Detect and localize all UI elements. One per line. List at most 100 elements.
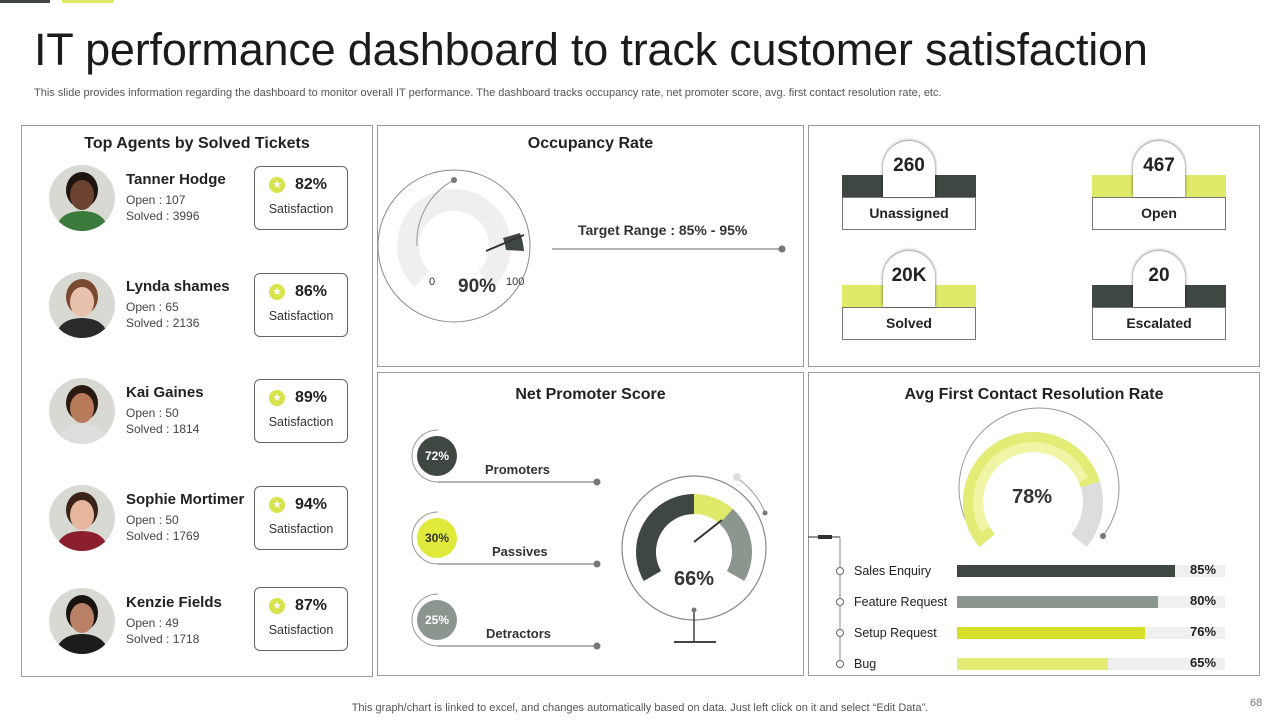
- star-icon: ★: [269, 284, 285, 300]
- nps-item-label: Detractors: [486, 626, 552, 641]
- agent-solved-count: Solved : 1769: [126, 529, 200, 543]
- target-line-end: [778, 245, 786, 253]
- satisfaction-percent: 89%: [295, 389, 328, 406]
- nps-segment-detractors: [636, 494, 694, 581]
- satisfaction-label: Satisfaction: [268, 415, 334, 429]
- stat-label: Unassigned: [842, 197, 976, 230]
- fcr-bar-label: Sales Enquiry: [854, 564, 932, 578]
- agent-solved-count: Solved : 1718: [126, 632, 200, 646]
- stat-label: Escalated: [1092, 307, 1226, 340]
- avatar-photo: [49, 165, 115, 231]
- agent-name: Kai Gaines: [126, 384, 204, 401]
- agent-avatar: [49, 485, 115, 551]
- occupancy-min-label: 0: [429, 276, 436, 288]
- agent-avatar: [49, 588, 115, 654]
- fcr-bar-percent: 65%: [1190, 655, 1217, 670]
- nps-needle: [693, 519, 723, 543]
- star-icon: ★: [269, 598, 285, 614]
- satisfaction-percent: 94%: [295, 496, 328, 513]
- gauge-pointer-dot: [451, 177, 457, 183]
- fcr-bar-label: Setup Request: [854, 626, 937, 640]
- agent-card: Kenzie Fields Open : 49 Solved : 1718 ★ 87% S…: [22, 587, 372, 668]
- nps-percent-badge: 72%: [417, 436, 457, 476]
- nps-item-line-end: [593, 560, 601, 568]
- agent-card: Kai Gaines Open : 50 Solved : 1814 ★ 89% Sati…: [22, 378, 372, 458]
- stat-card: Escalated 20: [1092, 251, 1226, 343]
- fcr-bar-marker: [836, 598, 844, 606]
- occupancy-max-label: 100: [506, 276, 525, 288]
- fcr-bar-percent: 85%: [1190, 562, 1217, 577]
- agent-solved-count: Solved : 1814: [126, 422, 200, 436]
- fcr-bar-fill: [957, 627, 1145, 639]
- avatar-photo: [49, 378, 115, 444]
- fcr-gauge-highlight: [972, 441, 1089, 532]
- agent-solved-count: Solved : 2136: [126, 316, 200, 330]
- fcr-value: 78%: [1012, 486, 1053, 508]
- satisfaction-percent: 82%: [295, 176, 328, 193]
- agent-name: Sophie Mortimer: [126, 491, 245, 508]
- nps-item-arc: [411, 511, 439, 565]
- fcr-bar-percent: 76%: [1190, 624, 1217, 639]
- stat-card: Open 467: [1092, 141, 1226, 233]
- nps-stand-dot: [691, 607, 697, 613]
- page-subtitle: This slide provides information regardin…: [34, 87, 942, 99]
- satisfaction-card: ★ 86% Satisfaction: [254, 273, 348, 337]
- agent-open-count: Open : 50: [126, 513, 179, 527]
- star-icon: ★: [269, 390, 285, 406]
- satisfaction-percent: 87%: [295, 597, 328, 614]
- satisfaction-card: ★ 89% Satisfaction: [254, 379, 348, 443]
- fcr-outline-end-right: [1100, 533, 1106, 539]
- agent-card: Lynda shames Open : 65 Solved : 2136 ★ 86% Sa…: [22, 272, 372, 352]
- gauge-outline: [378, 169, 531, 323]
- nps-segment-promoters: [719, 508, 753, 581]
- satisfaction-label: Satisfaction: [268, 202, 334, 216]
- satisfaction-card: ★ 87% Satisfaction: [254, 587, 348, 651]
- fcr-bar-fill: [957, 565, 1175, 577]
- nps-title: Net Promoter Score: [515, 386, 666, 403]
- agent-solved-count: Solved : 3996: [126, 209, 200, 223]
- gauge-needle: [485, 234, 525, 252]
- fcr-bar-fill: [957, 596, 1158, 608]
- agent-open-count: Open : 50: [126, 406, 179, 420]
- fcr-bar-track: [957, 565, 1225, 577]
- fcr-bar-marker: [836, 629, 844, 637]
- stat-value: 260: [883, 141, 935, 197]
- nps-percent-badge: 25%: [417, 600, 457, 640]
- fcr-bar-marker: [836, 660, 844, 668]
- avatar-photo: [49, 485, 115, 551]
- gauge-pointer-arc: [416, 179, 455, 247]
- stat-value: 20: [1133, 251, 1185, 307]
- nps-percent-badge: 30%: [417, 518, 457, 558]
- nps-item-line-end: [593, 642, 601, 650]
- star-icon: ★: [269, 177, 285, 193]
- occupancy-value: 90%: [458, 276, 497, 297]
- occupancy-title: Occupancy Rate: [527, 135, 654, 152]
- fcr-bar-label: Bug: [854, 657, 877, 671]
- stat-card: Unassigned 260: [842, 141, 976, 233]
- agents-panel-title: Top Agents by Solved Tickets: [84, 135, 310, 152]
- fcr-title: Avg First Contact Resolution Rate: [904, 386, 1164, 403]
- stat-value: 20K: [883, 251, 935, 307]
- stat-label: Open: [1092, 197, 1226, 230]
- star-icon: ★: [269, 497, 285, 513]
- nps-item-line-end: [593, 478, 601, 486]
- accent-bar-light: [62, 0, 114, 3]
- nps-item-arc: [411, 593, 439, 647]
- gauge-track: [397, 189, 511, 287]
- occupancy-panel: Occupancy Rate 90% 0 100 Target Range : …: [377, 125, 804, 367]
- fcr-bar-label: Feature Request: [854, 595, 948, 609]
- fcr-gauge-outline: [958, 407, 1120, 537]
- agent-open-count: Open : 65: [126, 300, 179, 314]
- nps-segment-passives: [694, 494, 733, 524]
- stat-value: 467: [1133, 141, 1185, 197]
- satisfaction-label: Satisfaction: [268, 522, 334, 536]
- agent-avatar: [49, 272, 115, 338]
- satisfaction-card: ★ 94% Satisfaction: [254, 486, 348, 550]
- agent-open-count: Open : 49: [126, 616, 179, 630]
- accent-bar-dark: [0, 0, 50, 3]
- avatar-photo: [49, 272, 115, 338]
- fcr-bar-marker: [836, 567, 844, 575]
- nps-pointer-end: [762, 510, 768, 516]
- fcr-bar-track: [957, 596, 1225, 608]
